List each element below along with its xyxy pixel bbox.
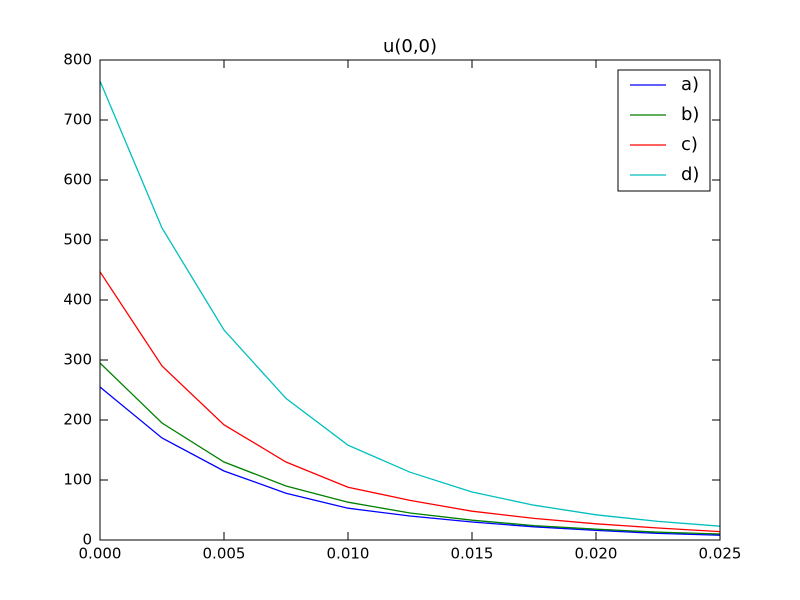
y-tick-label: 0 [82,531,92,549]
x-tick-label: 0.025 [699,545,742,563]
y-tick-label: 100 [63,471,92,489]
y-tick-label: 400 [63,291,92,309]
legend-label: c) [681,134,698,155]
plot-frame [99,59,721,541]
x-tick-label: 0.015 [451,545,494,563]
line-series [99,386,721,536]
y-tick-label: 300 [63,351,92,369]
legend-box [617,69,711,192]
legend-label: d) [681,164,699,185]
y-tick-label: 500 [63,231,92,249]
y-tick-label: 200 [63,411,92,429]
line-series [99,362,721,535]
line-series [99,271,721,533]
legend-label: b) [681,104,699,125]
x-tick-label: 0.010 [327,545,370,563]
y-tick-label: 700 [63,111,92,129]
line-series [99,80,721,527]
x-tick-label: 0.020 [575,545,618,563]
chart-title: u(0,0) [383,36,437,57]
x-tick-label: 0.005 [203,545,246,563]
y-tick-label: 600 [63,171,92,189]
x-tick-label: 0.000 [79,545,122,563]
legend-label: a) [681,74,699,95]
y-tick-label: 800 [63,51,92,69]
